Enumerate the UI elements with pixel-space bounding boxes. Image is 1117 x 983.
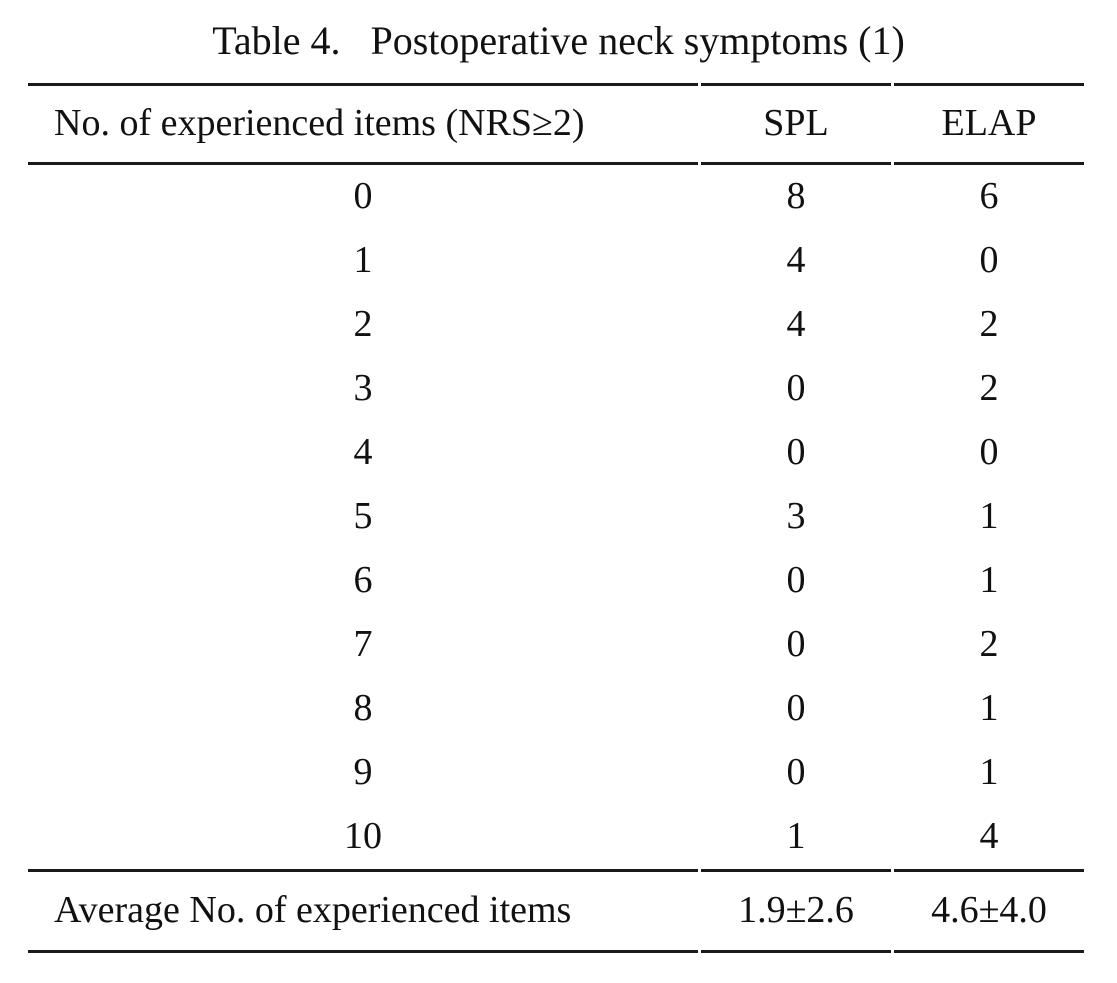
row-elap-cell: 2 (979, 367, 999, 410)
row-spl-cell: 3 (786, 495, 806, 538)
table-row: 6 0 1 (28, 549, 1084, 613)
table-caption-number: Table 4. (212, 18, 341, 63)
table-row: 0 8 6 (28, 165, 1084, 229)
table-row: 10 1 4 (28, 805, 1084, 872)
table-row: 7 0 2 (28, 613, 1084, 677)
row-spl-cell: 4 (786, 303, 806, 346)
row-items-cell: 1 (353, 239, 373, 282)
row-spl-cell: 0 (786, 751, 806, 794)
footer-label: Average No. of experienced items (28, 872, 698, 953)
row-spl-cell: 0 (786, 623, 806, 666)
row-elap-cell: 1 (979, 687, 999, 730)
row-elap-cell: 0 (979, 431, 999, 474)
table-row: 3 0 2 (28, 357, 1084, 421)
row-elap-cell: 2 (979, 623, 999, 666)
row-elap-cell: 1 (979, 495, 999, 538)
row-spl-cell: 0 (786, 687, 806, 730)
row-items-cell: 2 (353, 303, 373, 346)
header-elap: ELAP (894, 83, 1084, 165)
row-elap-cell: 0 (979, 239, 999, 282)
row-items-cell: 5 (353, 495, 373, 538)
row-items-cell: 10 (28, 805, 698, 872)
row-items-cell: 9 (353, 751, 373, 794)
header-spl: SPL (701, 83, 891, 165)
table-row: 4 0 0 (28, 421, 1084, 485)
table-caption: Table 4. Postoperative neck symptoms (1) (0, 18, 1117, 64)
table-footer-row: Average No. of experienced items 1.9±2.6… (28, 872, 1084, 953)
header-items: No. of experienced items (NRS≥2) (28, 83, 698, 165)
row-spl-cell: 8 (786, 175, 806, 218)
row-elap-cell: 1 (979, 559, 999, 602)
table-caption-text: Postoperative neck symptoms (1) (370, 18, 905, 63)
row-items-cell: 4 (353, 431, 373, 474)
row-spl-cell: 0 (786, 431, 806, 474)
row-items-cell: 7 (353, 623, 373, 666)
row-spl-cell: 1 (701, 805, 891, 872)
row-elap-cell: 4 (894, 805, 1084, 872)
row-elap-cell: 2 (979, 303, 999, 346)
table-header-row: No. of experienced items (NRS≥2) SPL ELA… (28, 83, 1084, 165)
row-spl-cell: 0 (786, 367, 806, 410)
footer-elap-value: 4.6±4.0 (894, 872, 1084, 953)
row-items-cell: 6 (353, 559, 373, 602)
row-elap-cell: 6 (979, 175, 999, 218)
row-items-cell: 8 (353, 687, 373, 730)
row-items-cell: 0 (353, 175, 373, 218)
row-elap-cell: 1 (979, 751, 999, 794)
table-row: 9 0 1 (28, 741, 1084, 805)
table-row: 5 3 1 (28, 485, 1084, 549)
table-body: 0 8 6 1 4 0 2 4 2 3 0 2 4 0 0 5 3 1 6 0 1 7 0 2 8 0 1 9 0 1 10 1 4 (28, 165, 1084, 872)
table-row: 1 4 0 (28, 229, 1084, 293)
table-row: 2 4 2 (28, 293, 1084, 357)
row-spl-cell: 4 (786, 239, 806, 282)
data-table: No. of experienced items (NRS≥2) SPL ELA… (25, 83, 1087, 953)
footer-spl-value: 1.9±2.6 (701, 872, 891, 953)
table-row: 8 0 1 (28, 677, 1084, 741)
row-spl-cell: 0 (786, 559, 806, 602)
row-items-cell: 3 (353, 367, 373, 410)
